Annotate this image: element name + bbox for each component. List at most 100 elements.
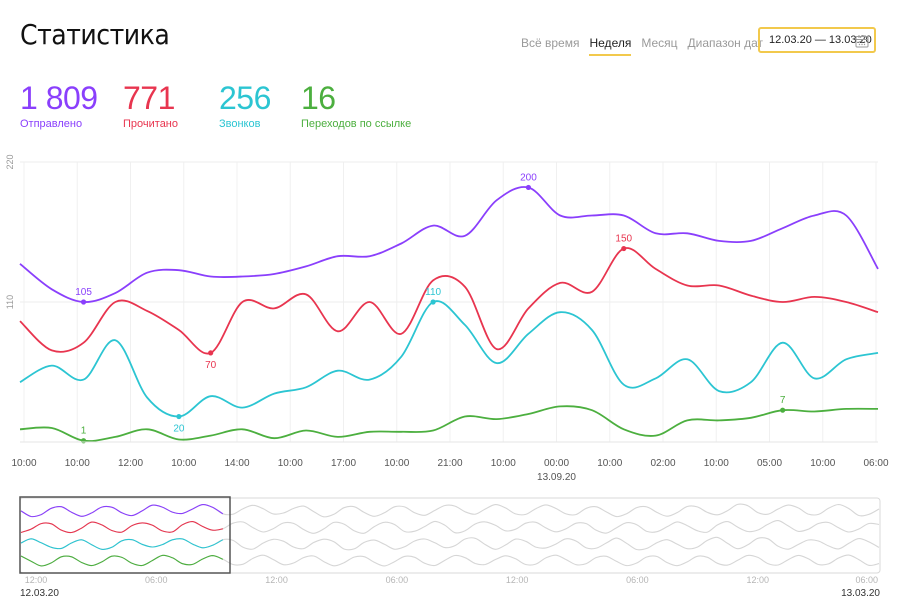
peak-marker (525, 184, 532, 191)
data-point (558, 281, 562, 285)
navigator-tick-label: 12:00 (25, 575, 48, 585)
data-point (590, 328, 594, 332)
data-point (431, 224, 435, 228)
data-point (304, 292, 308, 296)
data-point (495, 347, 499, 351)
x-tick-label: 10:00 (384, 458, 409, 469)
data-point (50, 348, 54, 352)
navigator-tick-label: 12:00 (506, 575, 529, 585)
data-point (82, 341, 86, 345)
data-point (844, 407, 848, 411)
stat-read-value: 771 (123, 80, 175, 116)
data-point (145, 309, 149, 313)
date-range-picker[interactable]: 12.03.20 — 13.03.20 (758, 27, 876, 53)
stat-sent: 1 809 Отправлено (20, 80, 98, 130)
stat-clicks-value: 16 (301, 80, 336, 116)
data-point (781, 300, 785, 304)
data-point (145, 395, 149, 399)
data-point (368, 378, 372, 382)
tab-all-time[interactable]: Всё время (521, 36, 580, 50)
peak-marker (208, 350, 214, 356)
data-point (209, 275, 213, 279)
x-tick-label: 12:00 (118, 458, 143, 469)
data-point (399, 430, 403, 434)
data-point (50, 287, 54, 291)
data-point (654, 434, 658, 438)
data-point (781, 341, 785, 345)
data-point (463, 415, 467, 419)
data-point (463, 234, 467, 238)
stat-read: 771 Прочитано (123, 80, 178, 130)
data-point (495, 198, 499, 202)
navigator-selected-line (20, 538, 224, 550)
data-point (526, 332, 530, 336)
series-line-0 (19, 186, 879, 303)
data-point (812, 376, 816, 380)
data-point (717, 418, 721, 422)
data-point (209, 434, 213, 438)
data-point (304, 264, 308, 268)
data-point (113, 291, 117, 295)
x-tick-label: 05:00 (757, 458, 782, 469)
peak-label: 200 (520, 172, 537, 183)
navigator-track (19, 497, 881, 574)
data-point (272, 272, 276, 276)
peak-marker (80, 438, 87, 444)
data-point (876, 351, 880, 355)
stat-read-label: Прочитано (123, 118, 178, 130)
data-point (113, 435, 117, 439)
data-point (113, 300, 117, 304)
data-point (717, 389, 721, 393)
peak-marker (780, 407, 786, 413)
data-point (844, 300, 848, 304)
data-point (495, 361, 499, 365)
stat-clicks-label: Переходов по ссылке (301, 118, 412, 130)
data-point (336, 329, 340, 333)
data-point (240, 275, 244, 279)
navigator-start-date: 12.03.20 (20, 588, 59, 599)
data-point (558, 310, 562, 314)
navigator-tick-label: 06:00 (855, 575, 878, 585)
data-point (177, 437, 181, 441)
peak-marker (621, 245, 627, 252)
data-point (622, 427, 626, 431)
data-point (558, 404, 562, 408)
data-point (399, 332, 403, 336)
tab-date-range[interactable]: Диапазон дат (687, 36, 763, 50)
data-point (336, 369, 340, 373)
x-tick-label: 10:00 (597, 458, 622, 469)
tab-week[interactable]: Неделя (589, 36, 632, 56)
data-point (590, 290, 594, 294)
calendar-icon[interactable] (855, 34, 869, 48)
data-point (463, 323, 467, 327)
data-point (50, 364, 54, 368)
stat-clicks: 16 Переходов по ссылке (301, 80, 411, 130)
stat-calls-value: 256 (219, 80, 271, 116)
data-point (272, 306, 276, 310)
page-title: Статистика (20, 18, 170, 51)
data-point (685, 418, 689, 422)
chart-axes: 110 220 10:00 10:00 12:00 10:00 14:00 10:00 17:0… (5, 154, 889, 483)
navigator-selection-window[interactable] (19, 496, 231, 574)
chart-grid (20, 161, 878, 442)
data-point (844, 357, 848, 361)
navigator-end-date: 13.03.20 (841, 588, 880, 599)
data-point (590, 213, 594, 217)
data-point (368, 254, 372, 258)
data-point (18, 262, 22, 266)
data-point (749, 380, 753, 384)
series-line-2 (19, 300, 879, 418)
stat-calls-label: Звонков (219, 118, 261, 130)
data-point (50, 426, 54, 430)
navigator-tick-label: 06:00 (626, 575, 649, 585)
range-navigator[interactable]: 12:00 06:00 12:00 06:00 12:00 06:00 12:00 06:00… (0, 490, 900, 613)
data-point (209, 394, 213, 398)
data-point (558, 213, 562, 217)
x-tick-label: 10:00 (278, 458, 303, 469)
tab-month[interactable]: Месяц (641, 36, 678, 50)
peak-label: 7 (780, 395, 786, 406)
data-point (590, 408, 594, 412)
data-point (526, 412, 530, 416)
line-chart: 105 200 70 150 20 110 1 7 110 220 10:00 10:00 12:00… (5, 154, 889, 483)
stat-sent-label: Отправлено (20, 118, 83, 130)
